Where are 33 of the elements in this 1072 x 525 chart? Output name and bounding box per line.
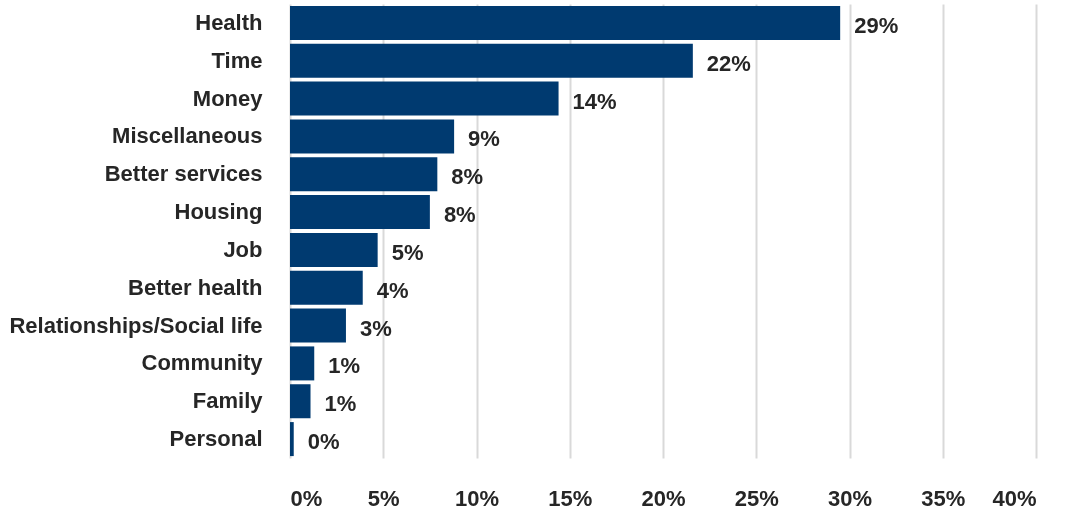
x-tick-label: 10% [454,485,500,511]
y-tick-label: Community [141,350,264,376]
data-label: 14% [572,88,617,114]
data-label: 5% [391,239,424,265]
x-tick-label: 20% [641,485,686,511]
x-tick-label: 25% [734,485,779,511]
y-tick-label: Relationships/Social life [9,312,263,338]
data-label: 8% [451,164,484,190]
data-label: 9% [468,126,500,152]
data-label: 1% [328,353,361,379]
data-label: 4% [376,277,409,303]
x-tick-label: 40% [992,485,1037,511]
y-tick-label: Better services [104,161,263,187]
y-tick-label: Time [211,47,263,73]
y-tick-label: Job [223,236,263,262]
x-tick-label: 0% [290,485,323,511]
y-tick-label: Health [195,9,263,35]
data-label: 1% [324,391,357,417]
data-label: 22% [706,50,751,76]
x-tick-label: 15% [548,485,593,511]
data-label: 0% [307,429,340,455]
data-label: 29% [854,12,899,38]
y-tick-label: Housing [174,199,263,225]
x-tick-label: 30% [827,485,873,511]
x-tick-label: 5% [367,485,400,511]
y-tick-label: Money [192,85,264,111]
x-tick-label: 35% [921,485,966,511]
data-label: 8% [443,202,476,228]
data-label: 3% [359,315,392,341]
y-tick-label: Miscellaneous [112,123,263,149]
y-tick-label: Family [192,388,264,414]
y-tick-label: Better health [128,274,263,300]
y-tick-label: Personal [169,426,263,452]
